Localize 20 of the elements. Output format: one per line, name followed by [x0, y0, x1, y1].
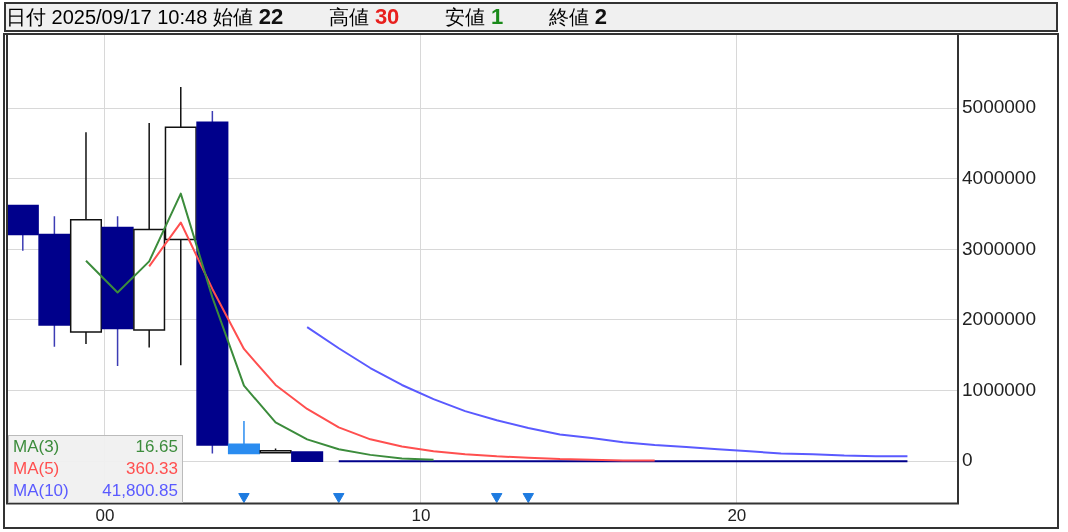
text: 始値 22	[213, 3, 284, 31]
y-tick-label: 5000000	[962, 96, 1036, 118]
y-tick-label: 4000000	[962, 167, 1036, 188]
y-tick-label: 1000000	[962, 378, 1036, 400]
y-tick-label: 0	[962, 449, 973, 471]
x-tick-label: 00	[95, 506, 115, 526]
x-tick-label: 20	[727, 506, 747, 526]
y-tick-label: 3000000	[962, 237, 1036, 259]
text: MA(5)	[13, 457, 60, 480]
x-tick-label: 10	[411, 506, 431, 526]
text: 終値 2	[549, 3, 607, 31]
text: MA(10)	[13, 479, 69, 502]
text: 高値 30	[329, 3, 400, 31]
y-tick-label: 2000000	[962, 308, 1036, 330]
annotation: 41,800.85	[102, 479, 178, 502]
annotation: 16.65	[135, 435, 178, 458]
text: 安値 1	[445, 3, 504, 31]
annotation: 360.33	[126, 457, 178, 480]
chart-title: 日付 2025/09/17 10:48	[6, 4, 208, 30]
text: MA(3)	[13, 435, 60, 458]
